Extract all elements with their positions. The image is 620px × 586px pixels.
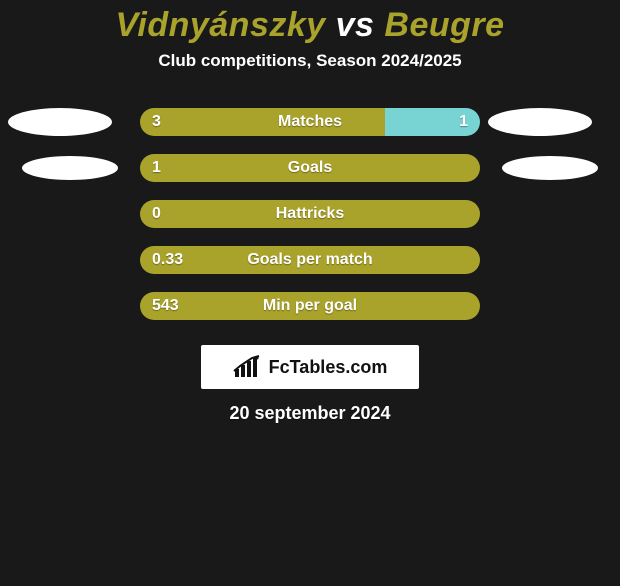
stat-label: Goals bbox=[140, 154, 480, 182]
stat-label: Min per goal bbox=[140, 292, 480, 320]
stat-bar: 0Hattricks bbox=[140, 200, 480, 228]
brand-text: FcTables.com bbox=[269, 357, 388, 378]
stat-bar: 1Goals bbox=[140, 154, 480, 182]
stat-row: 543Min per goal bbox=[0, 283, 620, 329]
chart-icon bbox=[233, 355, 263, 379]
stat-bar: 543Min per goal bbox=[140, 292, 480, 320]
title-player2: Beugre bbox=[384, 6, 504, 44]
stat-row: 0Hattricks bbox=[0, 191, 620, 237]
stat-label: Hattricks bbox=[140, 200, 480, 228]
stat-bar: 0.33Goals per match bbox=[140, 246, 480, 274]
player2-photo-placeholder bbox=[488, 108, 592, 136]
stat-row: 0.33Goals per match bbox=[0, 237, 620, 283]
player1-photo-placeholder bbox=[8, 108, 112, 136]
comparison-rows: 31Matches 1Goals 0Hattricks 0.33Goals per m… bbox=[0, 99, 620, 329]
stat-label: Matches bbox=[140, 108, 480, 136]
stat-label: Goals per match bbox=[140, 246, 480, 274]
stat-row: 31Matches bbox=[0, 99, 620, 145]
player1-photo-placeholder bbox=[22, 156, 118, 180]
title-vs: vs bbox=[336, 6, 375, 44]
brand-badge: FcTables.com bbox=[201, 345, 419, 389]
stat-bar: 31Matches bbox=[140, 108, 480, 136]
stat-row: 1Goals bbox=[0, 145, 620, 191]
date-text: 20 september 2024 bbox=[0, 403, 620, 424]
player2-photo-placeholder bbox=[502, 156, 598, 180]
subtitle: Club competitions, Season 2024/2025 bbox=[0, 51, 620, 71]
page-title: Vidnyánszky vs Beugre bbox=[0, 6, 620, 45]
title-player1: Vidnyánszky bbox=[115, 6, 325, 44]
